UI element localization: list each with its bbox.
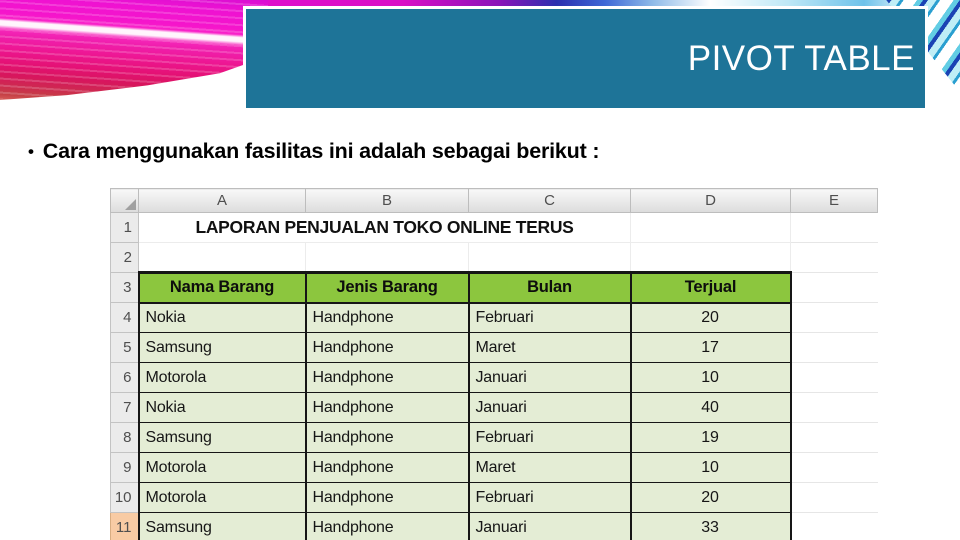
table-row: 7 Nokia Handphone Januari 40	[110, 392, 878, 423]
row-header[interactable]: 6	[110, 362, 139, 393]
column-header-b[interactable]: B	[305, 188, 469, 213]
cell-nama[interactable]: Motorola	[137, 452, 307, 483]
cell-terjual[interactable]: 33	[629, 512, 792, 540]
cell-bulan[interactable]: Januari	[467, 362, 632, 393]
cell-jenis[interactable]: Handphone	[304, 362, 470, 393]
cell-jenis[interactable]: Handphone	[304, 512, 470, 540]
cell[interactable]	[630, 212, 791, 243]
cell-jenis[interactable]: Handphone	[304, 452, 470, 483]
sheet-title-cell[interactable]: LAPORAN PENJUALAN TOKO ONLINE TERUS	[138, 212, 631, 243]
header-cell-terjual[interactable]: Terjual	[629, 271, 792, 304]
cell-bulan[interactable]: Januari	[467, 512, 632, 540]
table-header-row: 3 Nama Barang Jenis Barang Bulan Terjual	[110, 271, 878, 304]
cell[interactable]	[138, 242, 306, 273]
sheet-row-2: 2	[110, 242, 878, 273]
cell-jenis[interactable]: Handphone	[304, 302, 470, 333]
cell-terjual[interactable]: 20	[629, 482, 792, 513]
cell[interactable]	[790, 392, 878, 423]
cell-bulan[interactable]: Februari	[467, 302, 632, 333]
sheet-row-1: 1 LAPORAN PENJUALAN TOKO ONLINE TERUS	[110, 212, 878, 243]
header-cell-jenis-barang[interactable]: Jenis Barang	[304, 271, 470, 304]
table-row: 8 Samsung Handphone Februari 19	[110, 422, 878, 453]
cell-terjual[interactable]: 40	[629, 392, 792, 423]
cell-nama[interactable]: Samsung	[137, 422, 307, 453]
cell-nama[interactable]: Nokia	[137, 302, 307, 333]
cell-bulan[interactable]: Maret	[467, 452, 632, 483]
row-header[interactable]: 4	[110, 302, 139, 333]
table-row: 11 Samsung Handphone Januari 33	[110, 512, 878, 540]
cell[interactable]	[790, 512, 878, 540]
cell-jenis[interactable]: Handphone	[304, 482, 470, 513]
cell[interactable]	[630, 242, 791, 273]
column-header-row: A B C D E	[110, 188, 878, 213]
cell-bulan[interactable]: Maret	[467, 332, 632, 363]
table-row: 4 Nokia Handphone Februari 20	[110, 302, 878, 333]
cell-jenis[interactable]: Handphone	[304, 332, 470, 363]
cell-jenis[interactable]: Handphone	[304, 392, 470, 423]
cell-terjual[interactable]: 19	[629, 422, 792, 453]
row-header[interactable]: 1	[110, 212, 139, 243]
column-header-e[interactable]: E	[790, 188, 878, 213]
cell-bulan[interactable]: Februari	[467, 482, 632, 513]
cell-terjual[interactable]: 10	[629, 452, 792, 483]
cell[interactable]	[790, 332, 878, 363]
cell-nama[interactable]: Motorola	[137, 362, 307, 393]
cell-terjual[interactable]: 20	[629, 302, 792, 333]
cell[interactable]	[790, 362, 878, 393]
pink-swoosh-graphic	[0, 0, 268, 101]
cell-bulan[interactable]: Februari	[467, 422, 632, 453]
select-all-triangle-icon	[125, 199, 136, 210]
row-header[interactable]: 5	[110, 332, 139, 363]
column-header-c[interactable]: C	[468, 188, 631, 213]
row-header[interactable]: 7	[110, 392, 139, 423]
select-all-corner[interactable]	[110, 188, 139, 213]
cell[interactable]	[790, 242, 878, 273]
cell-nama[interactable]: Nokia	[137, 392, 307, 423]
column-header-a[interactable]: A	[138, 188, 306, 213]
cell-nama[interactable]: Samsung	[137, 512, 307, 540]
column-header-d[interactable]: D	[630, 188, 791, 213]
cell[interactable]	[790, 212, 878, 243]
decorative-top-strip	[0, 0, 960, 9]
table-row: 5 Samsung Handphone Maret 17	[110, 332, 878, 363]
header-cell-nama-barang[interactable]: Nama Barang	[137, 271, 307, 304]
bullet-text: Cara menggunakan fasilitas ini adalah se…	[42, 139, 600, 163]
table-row: 9 Motorola Handphone Maret 10	[110, 452, 878, 483]
row-header[interactable]: 3	[110, 272, 139, 303]
header-cell-bulan[interactable]: Bulan	[467, 271, 632, 304]
cell[interactable]	[790, 482, 878, 513]
row-header[interactable]: 8	[110, 422, 139, 453]
slide-title-bar: PIVOT TABLE	[246, 9, 925, 108]
spreadsheet: A B C D E 1 LAPORAN PENJUALAN TOKO ONLIN…	[110, 188, 878, 540]
cell[interactable]	[790, 272, 878, 303]
cell[interactable]	[468, 242, 631, 273]
bullet-line: • Cara menggunakan fasilitas ini adalah …	[28, 139, 600, 164]
row-header[interactable]: 9	[110, 452, 139, 483]
table-row: 6 Motorola Handphone Januari 10	[110, 362, 878, 393]
cell[interactable]	[305, 242, 469, 273]
cell[interactable]	[790, 452, 878, 483]
cell-terjual[interactable]: 10	[629, 362, 792, 393]
row-header-selected[interactable]: 11	[110, 512, 139, 540]
row-header[interactable]: 10	[110, 482, 139, 513]
table-row: 10 Motorola Handphone Februari 20	[110, 482, 878, 513]
row-header[interactable]: 2	[110, 242, 139, 273]
slide-title: PIVOT TABLE	[687, 38, 915, 78]
cell-nama[interactable]: Motorola	[137, 482, 307, 513]
bullet-icon: •	[28, 141, 34, 161]
cell[interactable]	[790, 422, 878, 453]
cell-nama[interactable]: Samsung	[137, 332, 307, 363]
cell-terjual[interactable]: 17	[629, 332, 792, 363]
cell-jenis[interactable]: Handphone	[304, 422, 470, 453]
cell-bulan[interactable]: Januari	[467, 392, 632, 423]
cell[interactable]	[790, 302, 878, 333]
